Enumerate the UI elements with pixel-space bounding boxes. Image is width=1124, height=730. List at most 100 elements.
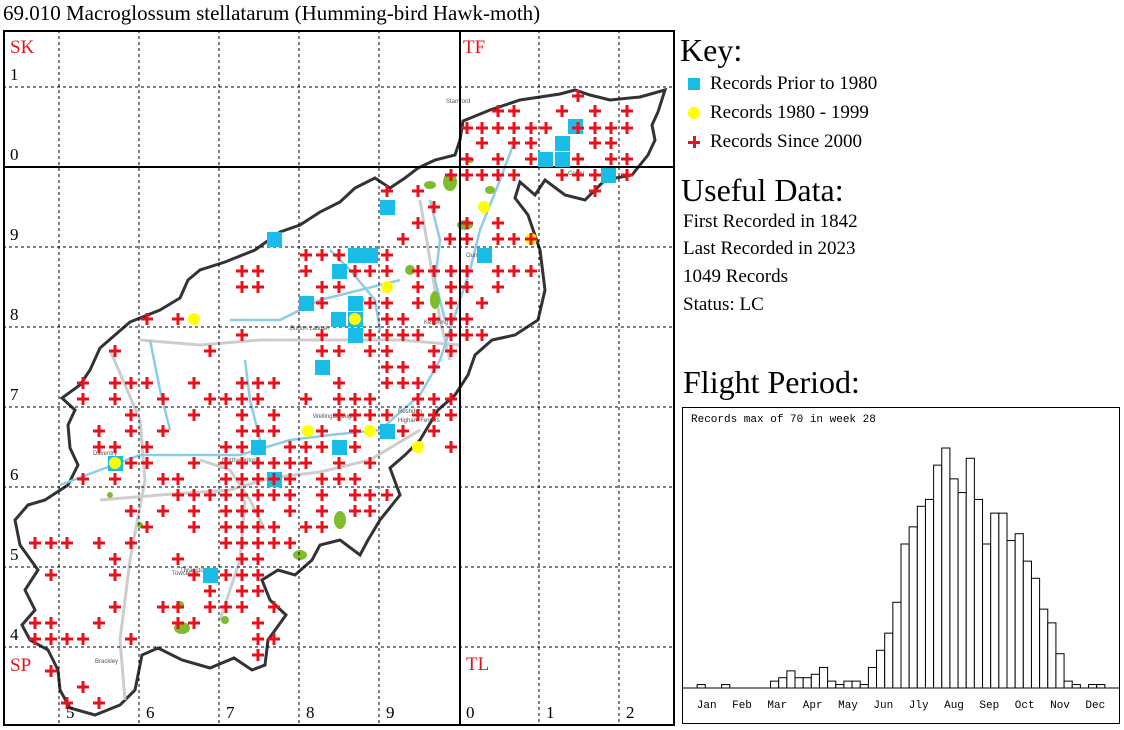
square-label-sk: SK (10, 37, 35, 58)
record-since-2000-marker (349, 265, 361, 277)
record-since-2000-marker (236, 425, 248, 437)
record-since-2000-marker (188, 617, 200, 629)
record-prior-1980-marker (315, 360, 330, 375)
record-since-2000-marker (93, 537, 105, 549)
record-since-2000-marker (268, 537, 280, 549)
square-label-tf: TF (463, 37, 485, 58)
x-tick-label: Apr (803, 700, 823, 712)
record-prior-1980-marker (363, 248, 378, 263)
record-since-2000-marker (364, 329, 376, 341)
record-since-2000-marker (316, 521, 328, 533)
record-since-2000-marker (300, 265, 312, 277)
record-since-2000-marker (412, 297, 424, 309)
record-prior-1980-marker (203, 568, 218, 583)
record-since-2000-marker (188, 505, 200, 517)
record-since-2000-marker (349, 393, 361, 405)
record-prior-1980-marker (555, 152, 570, 167)
record-since-2000-marker (444, 233, 456, 245)
record-since-2000-marker (204, 601, 216, 613)
record-since-2000-marker (268, 601, 280, 613)
record-since-2000-marker (412, 281, 424, 293)
record-since-2000-marker (220, 457, 232, 469)
flight-bar (916, 505, 926, 689)
flight-bar (818, 666, 829, 689)
record-prior-1980-marker (267, 232, 282, 247)
record-since-2000-marker (284, 473, 296, 485)
record-since-2000-marker (157, 505, 169, 517)
status: Status: LC (683, 294, 764, 315)
record-prior-1980-marker (348, 328, 363, 343)
easting-label: 6 (146, 703, 155, 722)
flight-bar (721, 684, 731, 689)
record-since-2000-marker (188, 409, 200, 421)
record-since-2000-marker (492, 105, 504, 117)
record-since-2000-marker (540, 122, 552, 134)
record-since-2000-marker (252, 505, 264, 517)
record-1980-1999-marker (188, 313, 200, 325)
record-since-2000-marker (236, 489, 248, 501)
page-title: 69.010 Macroglossum stellatarum (Humming… (3, 1, 541, 25)
x-tick-label: May (838, 700, 858, 712)
record-since-2000-marker (300, 441, 312, 453)
record-1980-1999-marker (349, 313, 361, 325)
record-since-2000-marker (364, 489, 376, 501)
record-since-2000-marker (333, 377, 345, 389)
record-since-2000-marker (204, 585, 216, 597)
record-since-2000-marker (93, 441, 105, 453)
record-since-2000-marker (589, 169, 601, 181)
record-since-2000-marker (412, 265, 424, 277)
record-since-2000-marker (333, 249, 345, 261)
record-since-2000-marker (109, 601, 121, 613)
flight-bar (786, 670, 796, 689)
record-since-2000-marker (333, 409, 345, 421)
record-since-2000-marker (316, 489, 328, 501)
flight-bar (778, 677, 788, 689)
record-since-2000-marker (525, 153, 537, 165)
record-since-2000-marker (236, 377, 248, 389)
record-since-2000-marker (220, 393, 232, 405)
record-prior-1980-marker (555, 136, 570, 151)
legend-item-prior-1980: Records Prior to 1980 (688, 73, 877, 95)
record-since-2000-marker (204, 393, 216, 405)
record-since-2000-marker (492, 265, 504, 277)
record-since-2000-marker (572, 153, 584, 165)
record-since-2000-marker (236, 441, 248, 453)
record-since-2000-marker (412, 377, 424, 389)
legend-item-1980-1999: Records 1980 - 1999 (688, 102, 869, 124)
record-since-2000-marker (492, 122, 504, 134)
record-since-2000-marker (45, 665, 57, 677)
record-prior-1980-marker (251, 440, 266, 455)
record-since-2000-marker (252, 585, 264, 597)
record-since-2000-marker (508, 169, 520, 181)
flight-bar (900, 543, 910, 689)
record-since-2000-marker (220, 521, 232, 533)
yellow-circle-icon (688, 107, 700, 119)
x-tick-label: Feb (732, 700, 752, 712)
flight-bar (1063, 680, 1073, 689)
record-prior-1980-marker (380, 424, 395, 439)
flight-bar (1047, 622, 1057, 689)
record-since-2000-marker (268, 425, 280, 437)
record-since-2000-marker (316, 425, 328, 437)
record-since-2000-marker (572, 122, 584, 134)
record-since-2000-marker (445, 313, 457, 325)
record-since-2000-marker (492, 169, 504, 181)
record-since-2000-marker (252, 393, 264, 405)
flight-bar (965, 457, 975, 689)
record-since-2000-marker (508, 122, 520, 134)
record-since-2000-marker (364, 457, 376, 469)
flight-bar (1055, 653, 1065, 689)
record-since-2000-marker (428, 345, 440, 357)
record-since-2000-marker (236, 281, 248, 293)
flight-bar (1022, 560, 1032, 689)
record-since-2000-marker (316, 345, 328, 357)
record-since-2000-marker (349, 473, 361, 485)
first-recorded: First Recorded in 1842 (683, 211, 858, 232)
flight-bar (933, 464, 943, 689)
flight-bar (924, 498, 935, 689)
record-since-2000-marker (220, 569, 232, 581)
record-since-2000-marker (381, 345, 393, 357)
place-label: Rushden (398, 409, 422, 415)
record-since-2000-marker (397, 377, 409, 389)
easting-label: 7 (226, 703, 235, 722)
